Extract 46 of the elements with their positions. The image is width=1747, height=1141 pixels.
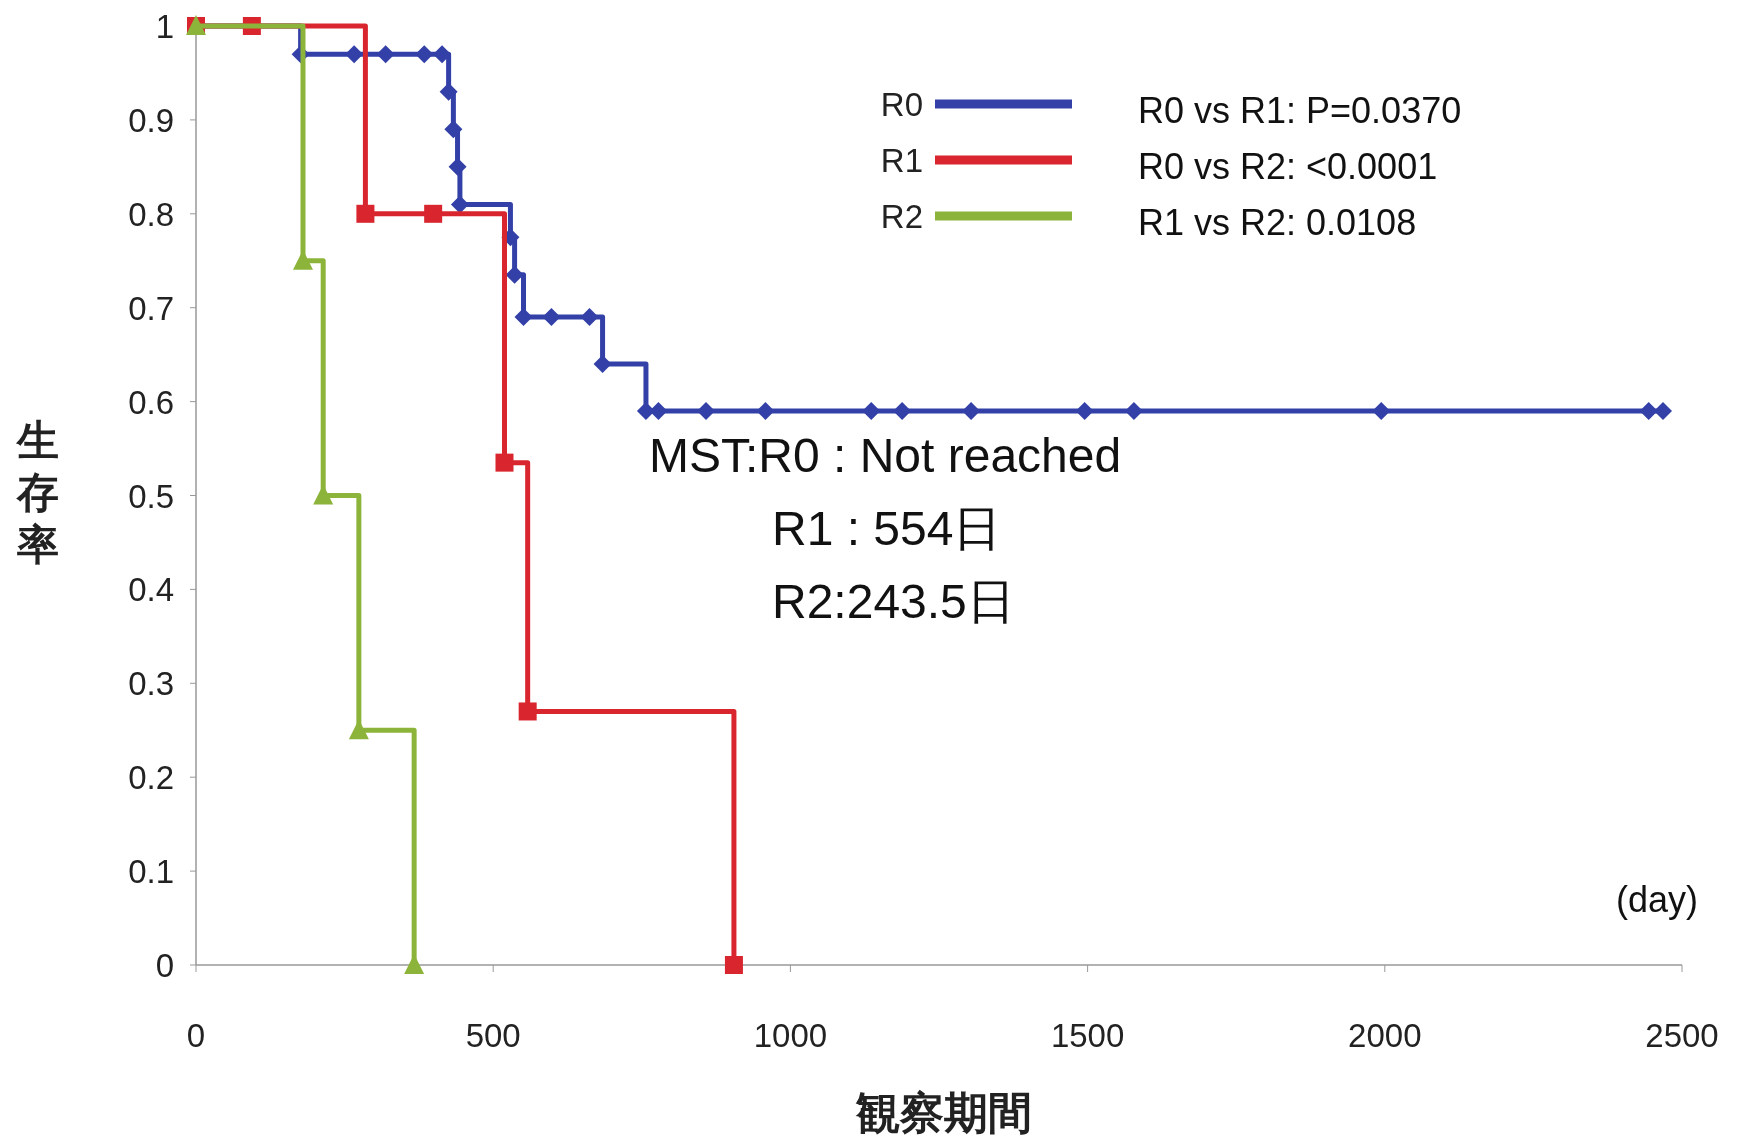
point xyxy=(518,702,537,721)
x-tick-label: 1500 xyxy=(1050,1017,1125,1054)
x-tick-label: 2500 xyxy=(1645,1017,1719,1054)
point xyxy=(356,204,375,223)
point xyxy=(542,308,561,327)
y-tick-label: 1 xyxy=(155,8,174,45)
point xyxy=(514,308,533,327)
annotation: R1 : 554日 xyxy=(772,502,1002,555)
point xyxy=(450,195,469,214)
y-tick-label: 0.1 xyxy=(128,853,174,891)
annotation: R0 vs R2: <0.0001 xyxy=(1138,146,1438,187)
point xyxy=(1075,401,1094,420)
y-axis-title: 生存率 xyxy=(15,417,59,568)
legend-label: R1 xyxy=(880,142,923,179)
x-tick-label: 0 xyxy=(186,1017,206,1054)
y-tick-label: 0.6 xyxy=(128,383,174,421)
point xyxy=(1639,401,1658,420)
annotation: R2:243.5日 xyxy=(772,575,1015,628)
y-tick-label: 0.7 xyxy=(128,289,174,327)
annotation: MST:R0 : Not reached xyxy=(649,429,1122,482)
y-tick-label: 0.8 xyxy=(128,195,174,233)
y-tick-label: 0.5 xyxy=(128,477,174,515)
y-tick-label: 0.2 xyxy=(128,759,174,797)
y-tick-label: 0.4 xyxy=(128,571,174,609)
legend-label: R0 xyxy=(880,86,923,123)
point xyxy=(593,355,612,374)
legend-label: R2 xyxy=(880,198,923,235)
point xyxy=(580,308,599,327)
point xyxy=(756,401,775,420)
point xyxy=(424,204,443,223)
point xyxy=(724,956,743,974)
annotation: R1 vs R2: 0.0108 xyxy=(1138,202,1417,243)
point xyxy=(444,120,463,139)
x-axis-title: 観察期間 xyxy=(855,1088,1032,1137)
y-tick-label: 0.3 xyxy=(128,665,174,703)
annotation: (day) xyxy=(1615,879,1698,920)
x-tick-label: 2000 xyxy=(1348,1017,1422,1054)
x-tick-label: 500 xyxy=(465,1017,521,1054)
point xyxy=(376,45,395,64)
point xyxy=(697,401,715,420)
point xyxy=(415,45,434,64)
annotation: R0 vs R1: P=0.0370 xyxy=(1138,90,1462,131)
y-tick-label: 0.9 xyxy=(128,101,174,139)
x-tick-label: 1000 xyxy=(753,1017,828,1054)
y-tick-label: 0 xyxy=(155,947,174,984)
point xyxy=(495,453,514,472)
